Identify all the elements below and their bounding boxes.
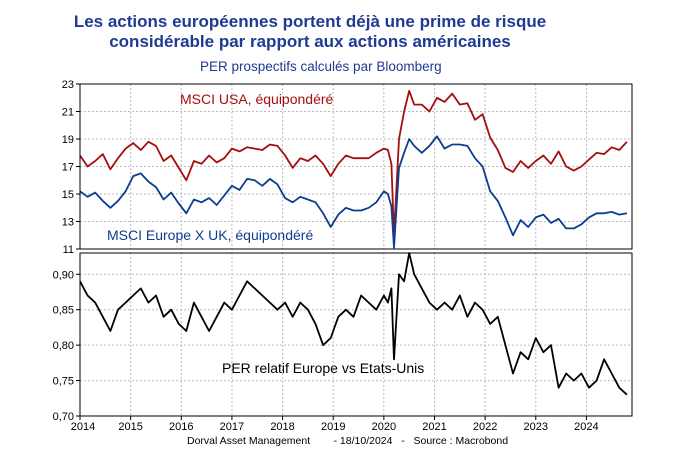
x-tick-label: 2020: [372, 421, 396, 433]
footer-provider: - Source : Macrobond: [401, 435, 509, 447]
x-tick-label: 2021: [422, 421, 446, 433]
x-tick-label: 2014: [71, 421, 95, 433]
series-line-1-0: [79, 252, 628, 396]
y-tick-label: 23: [62, 79, 74, 91]
series-line-0-0: [79, 90, 628, 237]
x-tick-label: 2017: [220, 421, 244, 433]
y-tick-label: 19: [62, 134, 74, 146]
footer-source: Dorval Asset Management: [187, 435, 311, 447]
legend-usa: MSCI USA, équipondéré: [180, 91, 334, 107]
y-tick-label: 17: [62, 162, 74, 174]
x-tick-label: 2018: [270, 421, 294, 433]
series-layer: [79, 90, 628, 396]
series-line-0-1: [79, 135, 628, 249]
x-tick-label: 2015: [118, 421, 142, 433]
x-tick-label: 2024: [574, 421, 598, 433]
footer-date: - 18/10/2024: [333, 435, 393, 447]
y-tick-label: 0,80: [53, 340, 74, 352]
y-tick-label: 0,70: [53, 411, 74, 423]
y-tick-label: 0,90: [53, 269, 74, 281]
x-tick-label: 2016: [169, 421, 193, 433]
y-tick-label: 11: [63, 244, 74, 256]
x-tick-label: 2022: [473, 421, 497, 433]
chart-title-line2: considérable par rapport aux actions amé…: [109, 32, 511, 51]
legend-relative: PER relatif Europe vs Etats-Unis: [222, 360, 424, 376]
footer: Dorval Asset Management - 18/10/2024 - S…: [187, 435, 508, 447]
y-tick-label: 0,75: [53, 376, 74, 388]
panel-frame: [79, 252, 633, 417]
y-tick-label: 21: [62, 107, 74, 119]
chart-subtitle: PER prospectifs calculés par Bloomberg: [200, 59, 442, 74]
y-tick-label: 13: [62, 217, 74, 229]
legend-europe: MSCI Europe X UK, équipondéré: [107, 227, 313, 243]
x-tick-label: 2023: [524, 421, 548, 433]
axis-layer: 11 13 15 17 19 21 23 0,70 0,75 0,80 0,85 0,90 2014 20…: [53, 79, 633, 433]
chart-title-line1: Les actions européennes portent déjà une…: [73, 12, 547, 31]
x-tick-label: 2019: [321, 421, 345, 433]
y-tick-label: 0,85: [53, 305, 74, 317]
y-tick-label: 15: [62, 189, 74, 201]
